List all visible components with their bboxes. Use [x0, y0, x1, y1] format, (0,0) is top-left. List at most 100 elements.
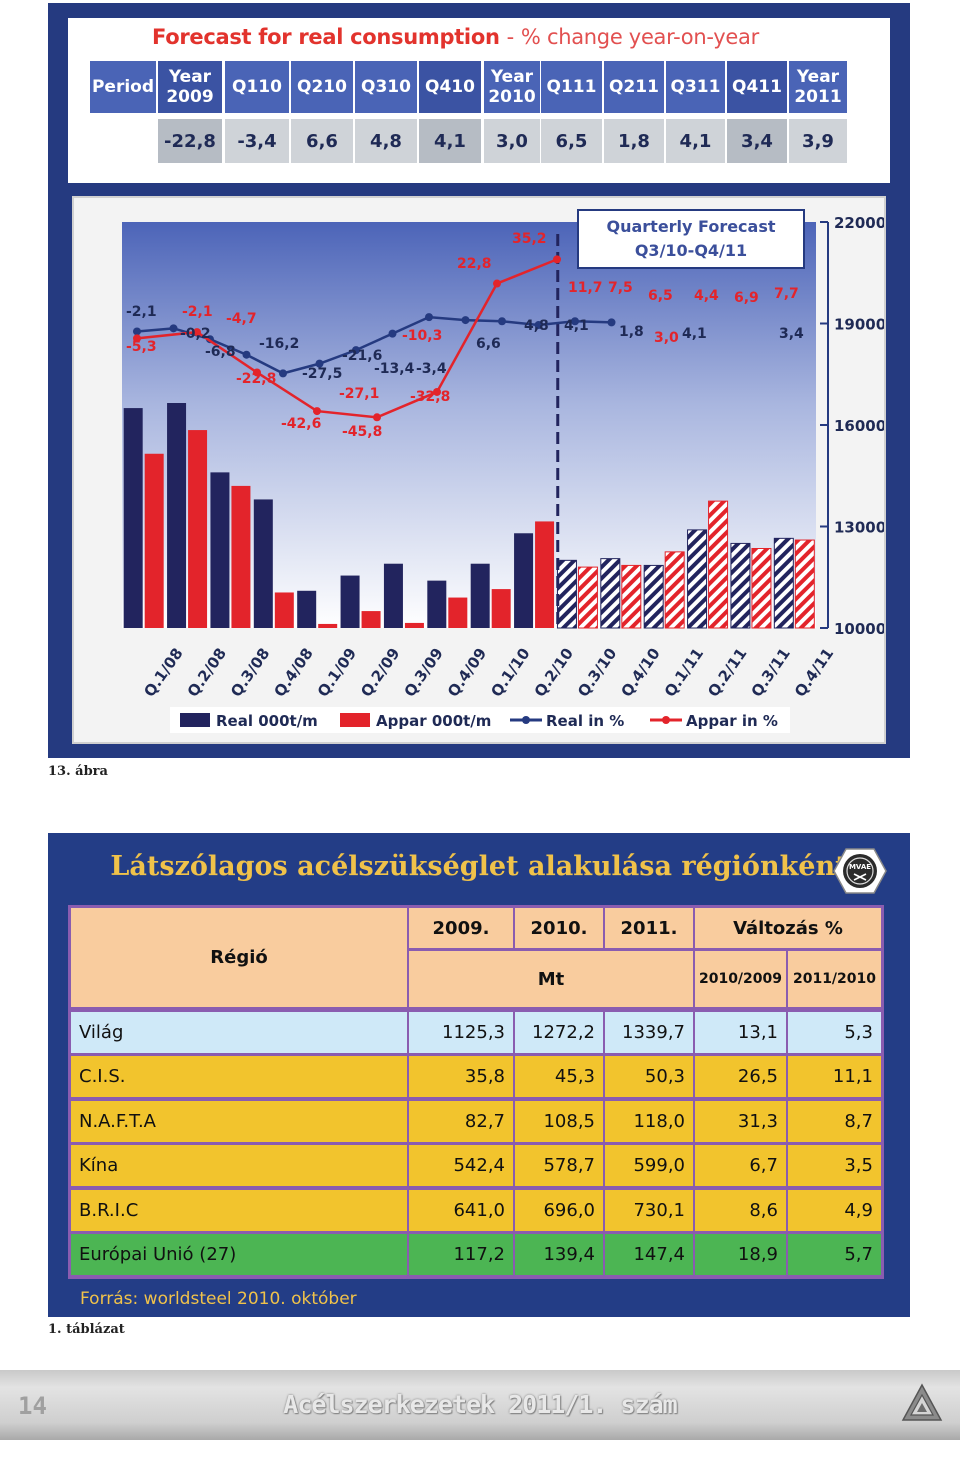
- appar-percent-label: 22,8: [457, 256, 492, 272]
- axis-tick-label: 22000: [834, 214, 884, 232]
- appar-bar: [404, 622, 424, 628]
- appar-bar: [231, 485, 251, 628]
- appar-percent-label: 7,5: [608, 280, 633, 296]
- real-percent-label: -21,6: [342, 348, 382, 364]
- forecast-value-cell: -3,4: [225, 119, 289, 163]
- real-bar: [383, 563, 403, 628]
- category-label: Q.2/09: [357, 645, 403, 701]
- forecast-header-cell: Q210: [291, 61, 353, 113]
- forecast-header-cell: Q111: [541, 61, 602, 113]
- table-cell: 8,7: [788, 1101, 881, 1142]
- category-label: Q.4/08: [270, 645, 316, 701]
- legend-appar-line: Appar in %: [686, 712, 778, 730]
- forecast-header-cell: Q110: [225, 61, 289, 113]
- table-cell: 26,5: [695, 1056, 786, 1097]
- consumption-chart: 10000 13000 16000 19000 22000 Quarterly Forec…: [122, 209, 884, 733]
- category-label: Q.3/11: [747, 645, 793, 701]
- forecast-title-separator: -: [506, 25, 515, 49]
- appar-percent-label: 11,7: [568, 280, 603, 296]
- real-percent-point: [534, 321, 543, 330]
- category-label: Q.4/10: [617, 645, 663, 701]
- real-bar: [167, 403, 187, 628]
- real-percent-point: [461, 316, 470, 325]
- appar-bar: [535, 521, 555, 628]
- category-label: Q.4/09: [444, 645, 490, 701]
- appar-percent-label: -32,8: [410, 389, 450, 405]
- table-cell: 1125,3: [409, 1012, 513, 1053]
- appar-percent-label: -4,7: [226, 311, 257, 327]
- journal-logo: [901, 1383, 943, 1421]
- category-label: Q.2/08: [184, 645, 230, 701]
- appar-percent-point: [433, 387, 441, 396]
- category-label: Q.2/10: [531, 645, 577, 701]
- appar-bar: [664, 551, 685, 629]
- table-cell: 599,0: [605, 1145, 693, 1186]
- forecast-header-cell: Q411: [727, 61, 787, 113]
- header-change-2011: 2011/2010: [788, 951, 881, 1007]
- journal-title: Acélszerkezetek 2011/1. szám: [283, 1390, 677, 1419]
- appar-percent-label: -22,8: [236, 371, 276, 387]
- table-cell: 50,3: [605, 1056, 693, 1097]
- legend-real-line-dot: [522, 716, 530, 724]
- real-percent-label: 4,1: [682, 326, 707, 342]
- appar-bar: [621, 564, 642, 629]
- real-percent-label: 4,1: [564, 318, 589, 334]
- real-percent-point: [607, 318, 616, 327]
- mvae-logo: MVAE: [833, 848, 887, 894]
- figure-caption: 13. ábra: [48, 764, 108, 779]
- table-cell: 82,7: [409, 1101, 513, 1142]
- real-percent-label: 3,4: [779, 326, 804, 342]
- legend-appar-bar: Appar 000t/m: [376, 712, 491, 730]
- page-number: 14: [18, 1392, 47, 1420]
- appar-percent-label: 3,0: [654, 330, 679, 346]
- category-label: Q.1/10: [487, 645, 533, 701]
- forecast-header-cell: Q310: [355, 61, 417, 113]
- appar-percent-label: 6,5: [648, 288, 673, 304]
- forecast-value-cell: 4,1: [419, 119, 481, 163]
- appar-percent-line: [136, 258, 558, 419]
- axis-tick-label: 10000: [834, 620, 884, 638]
- category-label: Q.3/09: [400, 645, 446, 701]
- appar-percent-label: -5,3: [126, 339, 157, 355]
- table-cell: 1339,7: [605, 1012, 693, 1053]
- appar-percent-label: -42,6: [281, 416, 321, 432]
- appar-bar: [491, 589, 511, 628]
- table-row-label: B.R.I.C: [71, 1190, 407, 1231]
- forecast-header-cell: Q311: [666, 61, 725, 113]
- forecast-title-sub: % change year-on-year: [520, 25, 759, 49]
- table-cell: 139,4: [515, 1234, 603, 1275]
- real-percent-label: 6,6: [476, 336, 501, 352]
- real-percent-point: [315, 359, 324, 368]
- real-percent-line: [136, 315, 612, 375]
- real-bar: [600, 558, 621, 629]
- chart-frame: 10000 13000 16000 19000 22000 Quarterly Forec…: [72, 196, 886, 744]
- real-percent-point: [242, 350, 251, 359]
- real-bar: [210, 472, 230, 628]
- legend-box: [170, 707, 790, 733]
- table-caption: 1. táblázat: [48, 1322, 125, 1337]
- page-footer: 14 Acélszerkezetek 2011/1. szám: [0, 1370, 960, 1440]
- header-2010: 2010.: [515, 908, 603, 948]
- legend-real-bar: Real 000t/m: [216, 712, 318, 730]
- table-cell: 542,4: [409, 1145, 513, 1186]
- real-percent-label: -2,1: [126, 304, 157, 320]
- appar-percent-point: [253, 368, 261, 377]
- forecast-value-cell: 3,0: [484, 119, 540, 163]
- legend-real-bar-swatch: [180, 713, 210, 727]
- real-percent-label: -6,8: [205, 344, 236, 360]
- appar-bar: [751, 547, 772, 629]
- appar-bar: [361, 611, 381, 628]
- axis-tick-label: 13000: [834, 519, 884, 537]
- real-bar: [253, 499, 273, 628]
- appar-percent-point: [493, 279, 501, 288]
- forecast-header-cell: Year 2011: [789, 61, 847, 113]
- table-cell: 8,6: [695, 1190, 786, 1231]
- category-label: Q.1/08: [140, 645, 186, 701]
- table-row-label: Kína: [71, 1145, 407, 1186]
- forecast-value-cell: 6,6: [291, 119, 353, 163]
- table-cell: 4,9: [788, 1190, 881, 1231]
- table-cell: 730,1: [605, 1190, 693, 1231]
- table-source: Forrás: worldsteel 2010. október: [80, 1289, 357, 1309]
- forecast-title: Forecast for real consumption - % change…: [152, 25, 759, 49]
- forecast-header-cell: Q410: [419, 61, 481, 113]
